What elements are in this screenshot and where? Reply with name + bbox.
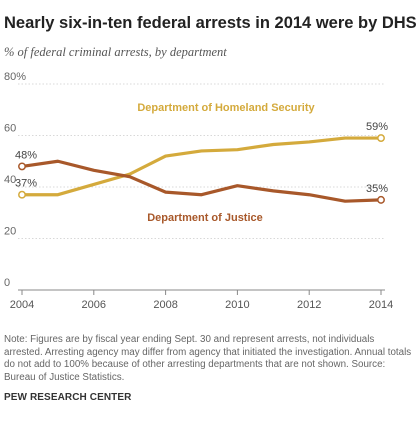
chart-note: Note: Figures are by fiscal year ending … — [4, 334, 414, 384]
x-tick-label: 2008 — [153, 299, 177, 311]
chart-title: Nearly six-in-ten federal arrests in 201… — [4, 14, 417, 32]
end-value-label: 35% — [366, 183, 388, 195]
note-text: Note: Figures are by fiscal year ending … — [4, 334, 412, 371]
y-tick-label: 40 — [4, 174, 16, 186]
end-point-marker — [377, 134, 385, 143]
x-tick-label: 2010 — [225, 299, 249, 311]
series-name-label: Department of Homeland Security — [137, 102, 315, 114]
y-tick-label: 20 — [4, 226, 16, 238]
end-value-label: 59% — [366, 121, 388, 133]
y-tick-label: 60 — [4, 123, 16, 135]
series-line — [20, 136, 383, 197]
y-tick-label: 80% — [4, 71, 26, 83]
start-point-marker — [18, 162, 26, 171]
chart-subtitle: % of federal criminal arrests, by depart… — [4, 45, 227, 59]
organization-credit: PEW RESEARCH CENTER — [4, 392, 132, 403]
source-text: Source: Bureau of Justice Statistics. — [4, 359, 386, 383]
series-name-label: Department of Justice — [147, 212, 263, 224]
x-tick-label: 2004 — [10, 299, 34, 311]
line-chart: 0 20 40 60 80% 2004 2006 2008 2010 2012 2014 37% 59%… — [4, 71, 393, 311]
x-tick-label: 2014 — [369, 299, 393, 311]
x-tick-label: 2006 — [82, 299, 106, 311]
start-point-marker — [18, 190, 26, 199]
end-point-marker — [377, 195, 385, 204]
y-tick-label: 0 — [4, 277, 10, 289]
start-value-label: 37% — [15, 178, 37, 190]
x-tick-label: 2012 — [297, 299, 321, 311]
start-value-label: 48% — [15, 149, 37, 161]
series-line — [20, 159, 383, 203]
